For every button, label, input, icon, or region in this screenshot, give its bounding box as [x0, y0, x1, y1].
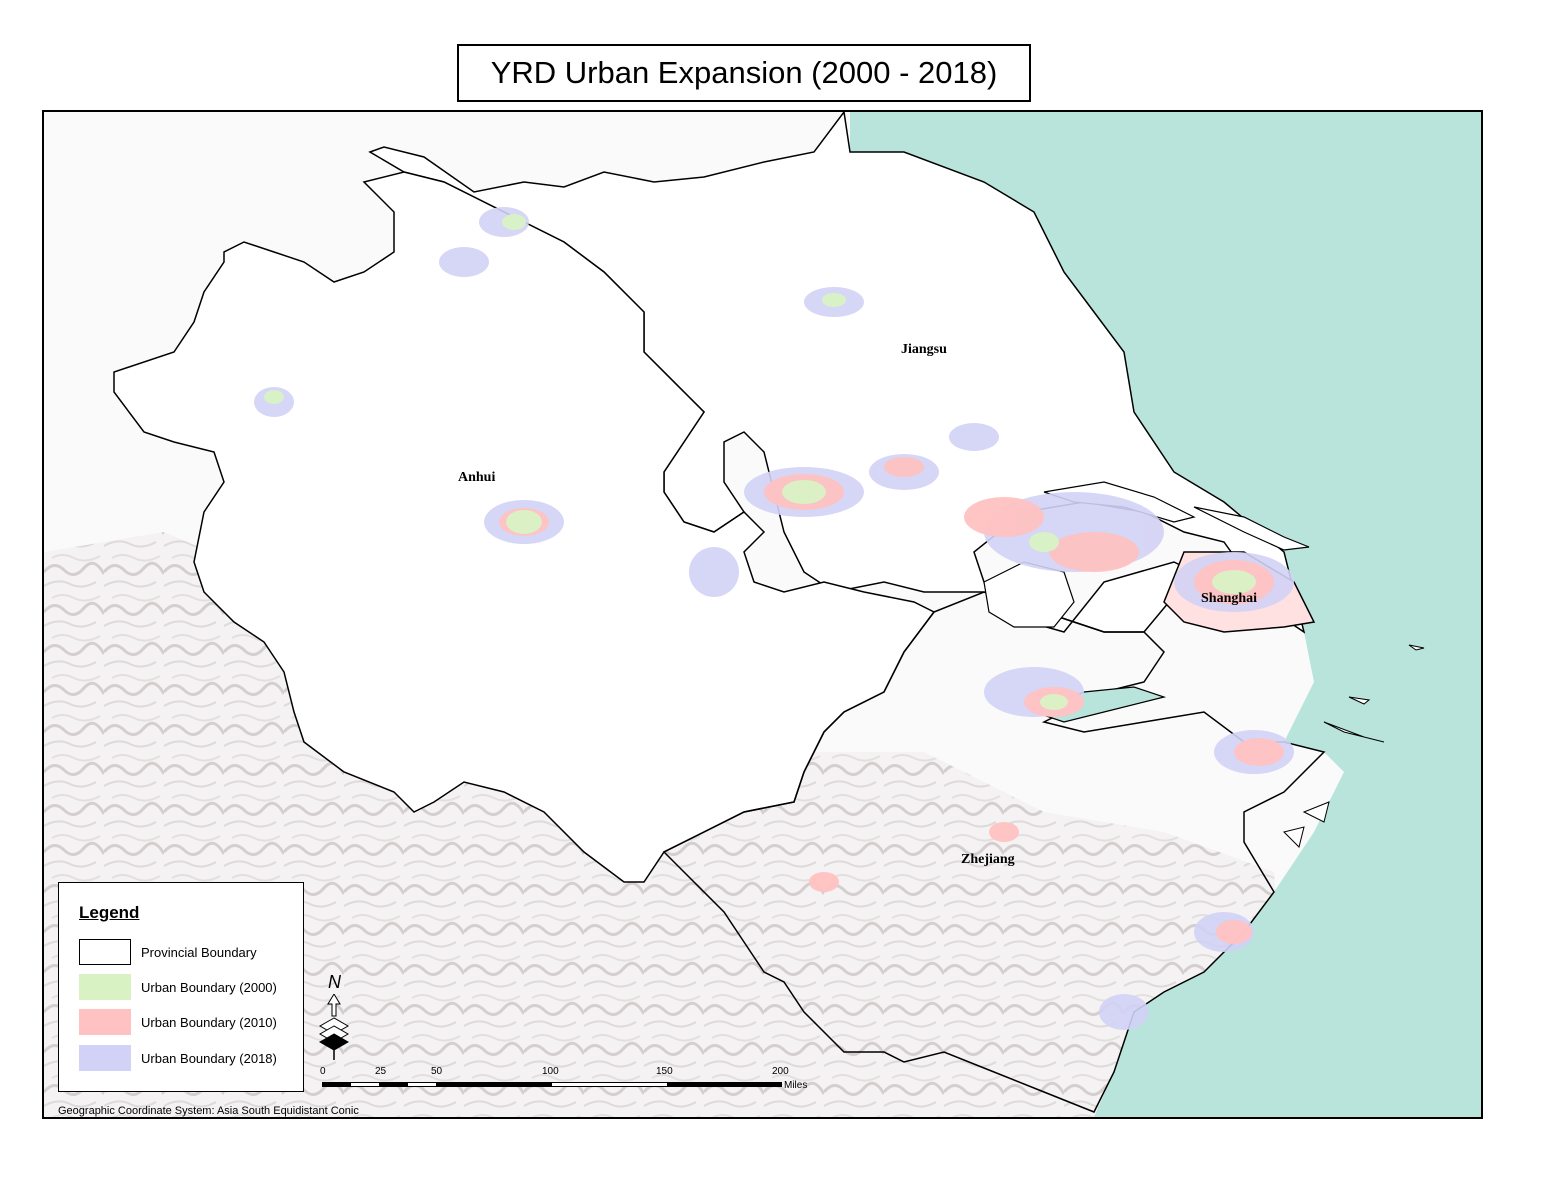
scale-bar: 0 25 50 100 150 200 Miles: [320, 1062, 842, 1102]
north-arrow: N: [316, 972, 356, 1060]
place-label-jiangsu: Jiangsu: [901, 342, 947, 357]
scale-tick: 150: [656, 1066, 673, 1077]
scale-bar-graphic: [322, 1082, 782, 1087]
place-label-anhui: Anhui: [458, 470, 496, 485]
legend-label: Urban Boundary (2000): [141, 979, 277, 995]
legend-swatch-urban-2018: [79, 1045, 131, 1071]
scale-unit-label: Miles: [784, 1080, 808, 1091]
north-arrow-icon: [318, 994, 350, 1060]
estuary-island: [1193, 506, 1310, 551]
urban-2000-layer: [264, 214, 1256, 710]
legend-label: Urban Boundary (2018): [141, 1050, 277, 1066]
map-canvas[interactable]: [44, 112, 1481, 1117]
north-arrow-letter: N: [328, 972, 341, 992]
scale-tick: 100: [542, 1066, 559, 1077]
scale-tick: 200: [772, 1066, 789, 1077]
legend-swatch-provincial-boundary: [79, 939, 131, 965]
legend-swatch-urban-2010: [79, 1009, 131, 1035]
legend-label: Provincial Boundary: [141, 944, 257, 960]
coordinate-system-note: Geographic Coordinate System: Asia South…: [58, 1105, 359, 1117]
offshore-islands: [1283, 644, 1425, 848]
map-title: YRD Urban Expansion (2000 - 2018): [457, 44, 1031, 102]
scale-tick: 50: [431, 1066, 443, 1077]
legend-title: Legend: [79, 903, 140, 922]
legend-item-provincial-boundary: Provincial Boundary: [79, 939, 257, 965]
sea: [850, 112, 1481, 1117]
legend-label: Urban Boundary (2010): [141, 1014, 277, 1030]
urban-2010-layer: [499, 457, 1284, 944]
scale-tick: 25: [375, 1066, 387, 1077]
legend-item-urban-2010: Urban Boundary (2010): [79, 1009, 277, 1035]
map-frame[interactable]: Jiangsu Anhui Shanghai Zhejiang Legend P…: [42, 110, 1483, 1119]
place-label-shanghai: Shanghai: [1201, 591, 1258, 606]
scale-tick: 0: [320, 1066, 326, 1077]
place-label-zhejiang: Zhejiang: [961, 852, 1015, 867]
legend: Legend Provincial Boundary Urban Boundar…: [58, 882, 304, 1092]
legend-item-urban-2000: Urban Boundary (2000): [79, 974, 277, 1000]
legend-swatch-urban-2000: [79, 974, 131, 1000]
legend-item-urban-2018: Urban Boundary (2018): [79, 1045, 277, 1071]
